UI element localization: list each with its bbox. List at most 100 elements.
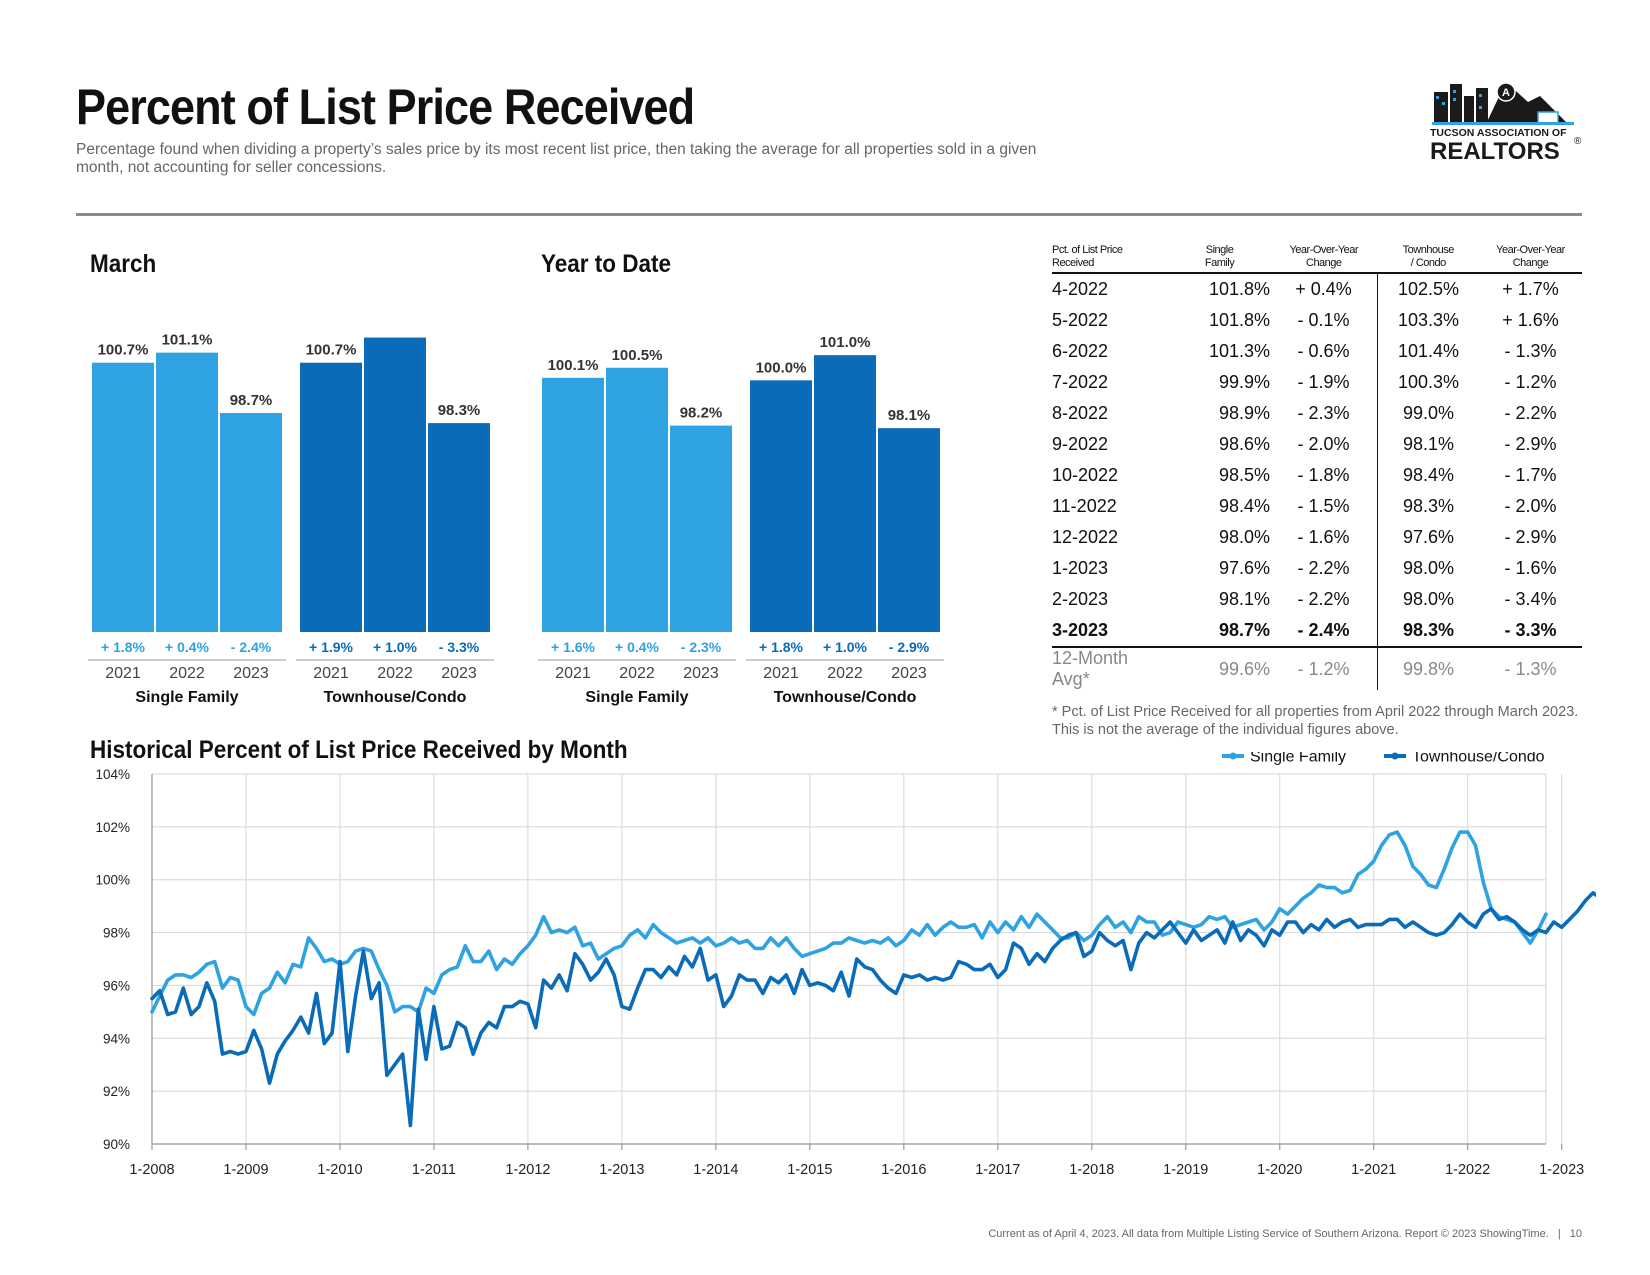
y-tick-label: 100% bbox=[95, 873, 130, 888]
bar-year-label: 2021 bbox=[555, 665, 591, 682]
table-cell-tc-change: - 2.9% bbox=[1504, 434, 1557, 454]
march-section-title: March bbox=[90, 250, 157, 278]
table-row: 2-2023 98.1% - 2.2% 98.0% - 3.4% bbox=[1052, 584, 1582, 615]
table-cell-tc-change: - 3.4% bbox=[1504, 589, 1557, 609]
svg-text:A: A bbox=[1502, 87, 1510, 99]
page-footer: Current as of April 4, 2023. All data fr… bbox=[988, 1228, 1582, 1240]
table-row: 6-2022 101.3% - 0.6% 101.4% - 1.3% bbox=[1052, 336, 1582, 367]
x-tick-label: 1-2009 bbox=[223, 1162, 268, 1178]
table-cell-month: 11-2022 bbox=[1052, 496, 1117, 516]
historical-line-chart: 90% 92% 94% 96% 98% 100% 102% 104% 1-2008 1-2009 1… bbox=[95, 752, 1596, 1178]
x-tick-label: 1-2008 bbox=[129, 1162, 174, 1178]
table-cell-tc: 98.1% bbox=[1402, 434, 1455, 454]
table-cell-sf-change: + 0.4% bbox=[1270, 273, 1379, 305]
table-cell-tc-change: - 1.2% bbox=[1504, 372, 1557, 392]
x-tick-label: 1-2019 bbox=[1163, 1162, 1208, 1178]
march-bar-chart: 100.7% + 1.8% 2021 101.1% + 0.4% 2022 98.7% - 2… bbox=[88, 330, 494, 706]
bar-change-label: + 1.0% bbox=[373, 639, 418, 655]
bar-change-label: + 1.9% bbox=[309, 639, 354, 655]
table-cell-tc-change: - 2.2% bbox=[1504, 403, 1557, 423]
table-cell-sf-change: - 0.1% bbox=[1270, 305, 1379, 336]
table-cell-tc: 97.6% bbox=[1402, 527, 1455, 547]
table-cell-month: 8-2022 bbox=[1052, 403, 1109, 423]
header-tc-change: Year-Over-Year Change bbox=[1478, 244, 1582, 274]
table-cell-sf-change: - 1.5% bbox=[1270, 491, 1379, 522]
table-cell-month: 6-2022 bbox=[1052, 341, 1109, 361]
bar-value-label: 100.7% bbox=[98, 342, 149, 359]
bar-group-label: Townhouse/Condo bbox=[324, 689, 467, 706]
x-tick-label: 1-2011 bbox=[412, 1162, 456, 1178]
table-cell-tc-change: - 3.3% bbox=[1478, 615, 1582, 648]
bar-year-label: 2022 bbox=[377, 665, 413, 682]
legend-marker bbox=[1229, 752, 1237, 760]
bar-value-label: 100.1% bbox=[548, 357, 599, 374]
table-cell-sf-change: - 2.3% bbox=[1270, 398, 1379, 429]
bar-value-label: 98.1% bbox=[888, 407, 931, 424]
table-cell-tc-change: - 1.3% bbox=[1504, 341, 1557, 361]
bar-single-family-2022 bbox=[606, 367, 668, 632]
table-cell-tc: 98.4% bbox=[1402, 465, 1455, 485]
table-cell-sf: 99.6% bbox=[1218, 658, 1271, 679]
x-tick-label: 1-2014 bbox=[693, 1162, 738, 1178]
table-cell-sf-change: - 2.0% bbox=[1270, 429, 1379, 460]
bar-change-label: - 3.3% bbox=[439, 639, 480, 655]
svg-text:®: ® bbox=[1574, 136, 1582, 147]
table-cell-sf-change: - 1.2% bbox=[1270, 647, 1379, 690]
table-footnote: * Pct. of List Price Received for all pr… bbox=[1052, 704, 1579, 738]
header-single-family: Single Family bbox=[1169, 244, 1271, 274]
bar-change-label: - 2.4% bbox=[231, 639, 272, 655]
table-cell-tc: 99.0% bbox=[1402, 403, 1455, 423]
table-cell-tc: 98.0% bbox=[1402, 558, 1455, 578]
list-price-table: Pct. of List Price Received Single Family … bbox=[1052, 244, 1582, 690]
bar-change-label: + 0.4% bbox=[615, 639, 660, 655]
chart-legend: Single Family Townhouse/Condo bbox=[1222, 752, 1545, 766]
table-cell-tc: 98.3% bbox=[1402, 496, 1455, 516]
table-cell-month: 1-2023 bbox=[1052, 558, 1109, 578]
table-cell-sf-change: - 2.2% bbox=[1270, 584, 1379, 615]
bar-year-label: 2023 bbox=[233, 665, 269, 682]
ytd-bar-chart: 100.1% + 1.6% 2021 100.5% + 0.4% 2022 98.2% - 2… bbox=[538, 334, 944, 706]
y-tick-label: 92% bbox=[103, 1084, 130, 1099]
bar-townhouse-condo-2023 bbox=[428, 423, 490, 632]
bar-townhouse-condo-2022 bbox=[814, 355, 876, 632]
table-cell-month: 4-2022 bbox=[1052, 279, 1109, 299]
table-row: 4-2022 101.8% + 0.4% 102.5% + 1.7% bbox=[1052, 273, 1582, 305]
bar-change-label: + 1.0% bbox=[823, 639, 868, 655]
table-cell-tc-change: + 1.6% bbox=[1502, 310, 1559, 330]
bar-single-family-2023 bbox=[220, 413, 282, 632]
bar-single-family-2023 bbox=[670, 425, 732, 632]
header-sf-change: Year-Over-Year Change bbox=[1270, 244, 1378, 274]
bar-year-label: 2021 bbox=[105, 665, 141, 682]
bar-year-label: 2021 bbox=[763, 665, 799, 682]
bar-year-label: 2023 bbox=[683, 665, 719, 682]
table-cell-month: 7-2022 bbox=[1052, 372, 1109, 392]
table-cell-tc-change: - 1.3% bbox=[1504, 658, 1557, 679]
page-title: Percent of List Price Received bbox=[76, 79, 695, 135]
table-cell-sf: 98.5% bbox=[1218, 465, 1271, 485]
x-tick-label: 1-2013 bbox=[599, 1162, 644, 1178]
y-tick-label: 96% bbox=[103, 978, 130, 993]
bar-year-label: 2022 bbox=[827, 665, 863, 682]
table-row: 11-2022 98.4% - 1.5% 98.3% - 2.0% bbox=[1052, 491, 1582, 522]
table-cell-tc: 98.3% bbox=[1377, 615, 1479, 648]
table-cell-sf-change: - 1.9% bbox=[1270, 367, 1379, 398]
table-row: 5-2022 101.8% - 0.1% 103.3% + 1.6% bbox=[1052, 305, 1582, 336]
table-cell-sf: 101.8% bbox=[1208, 279, 1271, 299]
x-tick-label: 1-2018 bbox=[1069, 1162, 1114, 1178]
y-tick-label: 102% bbox=[95, 820, 130, 835]
table-cell-tc: 103.3% bbox=[1397, 310, 1460, 330]
table-row: 3-2023 98.7% - 2.4% 98.3% - 3.3% bbox=[1052, 615, 1582, 648]
table-cell-tc-change: - 1.6% bbox=[1504, 558, 1557, 578]
x-tick-label: 1-2017 bbox=[975, 1162, 1020, 1178]
bar-townhouse-condo-2021 bbox=[750, 380, 812, 632]
bar-value-label: 98.7% bbox=[230, 392, 273, 409]
series-line-townhouse-condo bbox=[150, 891, 1596, 1128]
table-cell-tc: 98.0% bbox=[1402, 589, 1455, 609]
table-cell-month: 3-2023 bbox=[1052, 615, 1170, 648]
bar-change-label: + 1.6% bbox=[551, 639, 596, 655]
table-cell-tc-change: - 2.9% bbox=[1504, 527, 1557, 547]
header-month: Pct. of List Price Received bbox=[1052, 244, 1170, 274]
table-cell-sf-change: - 2.4% bbox=[1270, 615, 1379, 648]
bar-change-label: - 2.3% bbox=[681, 639, 722, 655]
table-row: 12-2022 98.0% - 1.6% 97.6% - 2.9% bbox=[1052, 522, 1582, 553]
